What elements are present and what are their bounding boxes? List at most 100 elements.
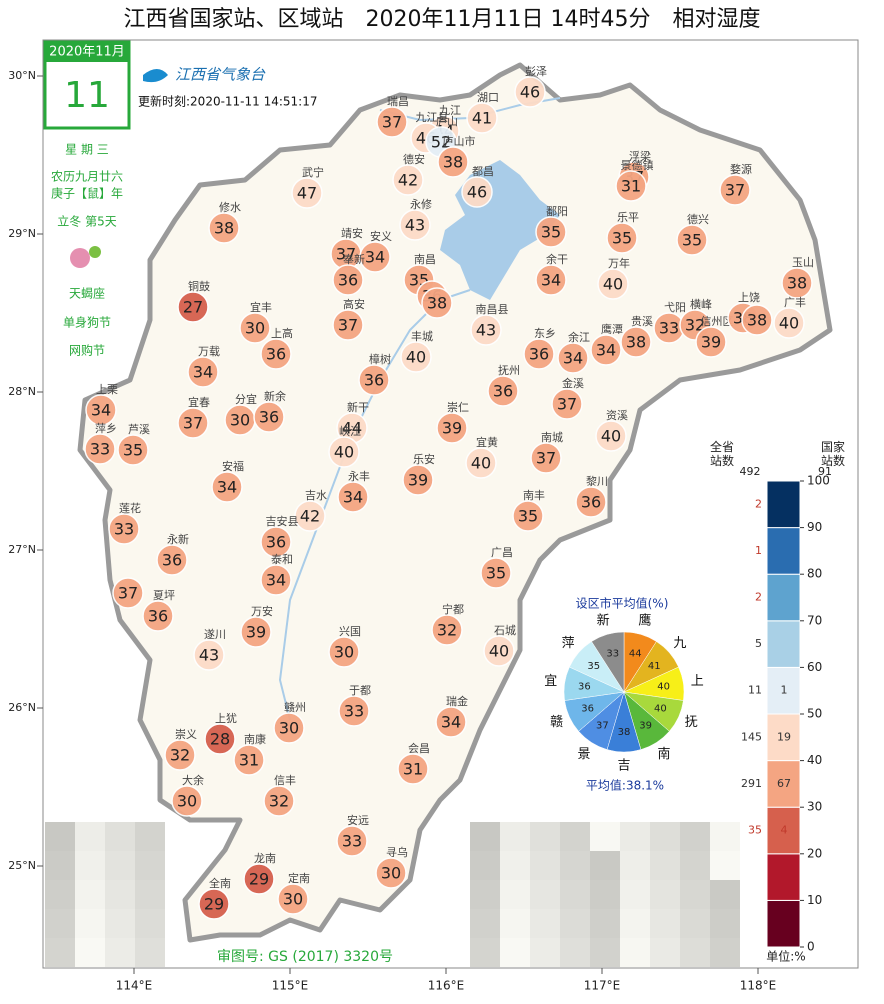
national-count: 4 [781,824,788,837]
all-count: 11 [748,684,762,697]
station-value: 37 [118,584,138,603]
station-value: 31 [403,760,423,779]
station-name: 景德镇 [621,158,654,172]
station-value: 30 [334,643,354,662]
pie-value: 40 [657,681,670,692]
station-value: 43 [199,646,219,665]
station-value: 30 [279,719,299,738]
station-value: 31 [621,177,641,196]
mosaic-cell [75,938,105,967]
station-value: 37 [183,414,203,433]
mosaic-cell [105,880,135,909]
station [211,471,243,503]
station [590,334,622,366]
station [260,338,292,370]
mosaic-cell [530,880,560,909]
station-value: 46 [520,83,540,102]
station-value: 38 [747,311,767,330]
mosaic-cell [45,880,75,909]
mosaic-cell [650,851,680,880]
station-value: 47 [297,184,317,203]
station [376,106,408,138]
mosaic-cell [710,909,740,938]
station-name: 丰城 [411,330,433,343]
mosaic-cell [45,822,75,851]
station [337,481,369,513]
station-name: 万年 [608,256,630,270]
station-value: 32 [685,316,705,335]
station-name: 南丰 [523,489,545,502]
map-number: 审图号: GS (2017) 3320号 [217,949,393,965]
station-value: 40 [334,443,354,462]
mosaic-cell [470,851,500,880]
pie-value: 41 [648,661,661,672]
pie-value: 40 [654,704,667,715]
station-value: 32 [269,792,289,811]
station [615,170,647,202]
mosaic-cell [135,822,165,851]
station-value: 40 [406,348,426,367]
station-name: 南昌 [414,253,436,266]
pie-value: 33 [606,649,619,660]
station [535,216,567,248]
station [260,526,292,558]
station-name: 黎川 [586,474,608,488]
pie-value: 39 [639,721,652,732]
mosaic-cell [620,822,650,851]
station-name: 乐平 [617,211,639,224]
pie-value: 44 [629,649,642,660]
mosaic-cell [680,938,710,967]
colorbar-bin [766,480,801,529]
mosaic-cell [710,822,740,851]
all-count: 5 [755,637,762,650]
colorbar-header: 国家站数 [821,439,845,468]
colorbar-tick-label: 100 [807,474,830,488]
station-value: 35 [123,441,143,460]
station-name: 兴国 [339,625,361,638]
station [512,500,544,532]
pie-value: 37 [596,721,609,732]
station [375,857,407,889]
station-name: 夏坪 [153,589,175,602]
colorbar-tick-label: 20 [807,846,822,860]
colorbar-bin [766,806,801,855]
station [597,268,629,300]
station-name: 宁都 [442,602,464,616]
mosaic-cell [45,938,75,967]
festival: 网购节 [69,343,105,358]
station [465,447,497,479]
all-total: 492 [740,465,761,478]
mosaic-cell [650,909,680,938]
station-name: 瑞金 [446,694,468,708]
station-name: 浮梁 [629,149,651,163]
mosaic-cell [500,822,530,851]
station-name: 定南 [288,871,310,885]
station-name: 全南 [209,876,231,890]
station-name: 庐山市 [443,134,476,148]
station-name: 寻乌 [386,845,408,859]
station [620,326,652,358]
station [338,695,370,727]
unit: 单位:% [766,949,805,964]
station [421,287,453,319]
station-value: 35 [541,223,561,242]
mosaic-cell [620,938,650,967]
mosaic-cell [75,822,105,851]
mosaic-cell [680,822,710,851]
festival: 单身狗节 [63,315,111,330]
station [399,209,431,241]
station-value: 42 [300,507,320,526]
colorbar-bin [766,713,801,762]
x-tick-label: 118°E [740,979,777,993]
station-name: 信丰 [274,774,296,787]
station [435,706,467,738]
station [676,224,708,256]
station [773,307,805,339]
mosaic-cell [500,851,530,880]
station-value: 38 [626,333,646,352]
station [177,407,209,439]
station [198,888,230,920]
colorbar-tick-label: 50 [807,707,822,721]
calendar-header [45,42,129,62]
